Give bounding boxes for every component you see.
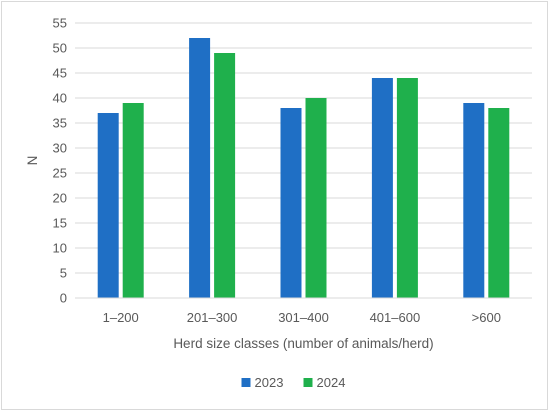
x-tick-label: 201–300 <box>187 310 238 325</box>
y-tick-label: 15 <box>53 216 67 231</box>
legend: 2023 2024 <box>241 375 346 390</box>
y-tick-label: 10 <box>53 241 67 256</box>
y-tick-label: 50 <box>53 41 67 56</box>
bar-2024-0 <box>122 103 144 298</box>
y-tick-label: 55 <box>53 16 67 31</box>
x-tick-label: 401–600 <box>370 310 421 325</box>
y-tick-label: 45 <box>53 66 67 81</box>
bar-2023-3 <box>371 78 393 298</box>
y-axis-title: N <box>25 156 40 166</box>
x-tick-label: 1–200 <box>103 310 139 325</box>
bar-2024-1 <box>214 53 236 298</box>
bar-2024-3 <box>396 78 418 298</box>
y-tick-label: 25 <box>53 166 67 181</box>
legend-swatch-2024 <box>303 378 313 387</box>
bars <box>97 38 510 298</box>
x-tick-labels: 1–200 201–300 301–400 401–600 >600 <box>103 310 501 325</box>
bar-2023-0 <box>97 113 119 298</box>
y-tick-label: 20 <box>53 191 67 206</box>
x-axis-title: Herd size classes (number of animals/her… <box>173 336 433 351</box>
legend-label-2024: 2024 <box>317 375 346 390</box>
gridlines <box>75 22 532 274</box>
legend-label-2023: 2023 <box>255 375 284 390</box>
y-tick-label: 0 <box>60 291 67 306</box>
bar-2023-1 <box>189 38 211 298</box>
x-tick-label: >600 <box>472 310 501 325</box>
bar-2023-2 <box>280 108 302 298</box>
y-tick-labels: 0 5 10 15 20 25 30 35 40 45 50 55 <box>53 16 67 306</box>
y-tick-label: 30 <box>53 141 67 156</box>
bar-2024-2 <box>305 98 327 298</box>
y-tick-label: 40 <box>53 91 67 106</box>
bar-2024-4 <box>488 108 510 298</box>
legend-swatch-2023 <box>241 378 251 387</box>
bar-2023-4 <box>463 103 485 298</box>
y-tick-label: 35 <box>53 116 67 131</box>
y-tick-label: 5 <box>60 266 67 281</box>
x-tick-label: 301–400 <box>278 310 329 325</box>
